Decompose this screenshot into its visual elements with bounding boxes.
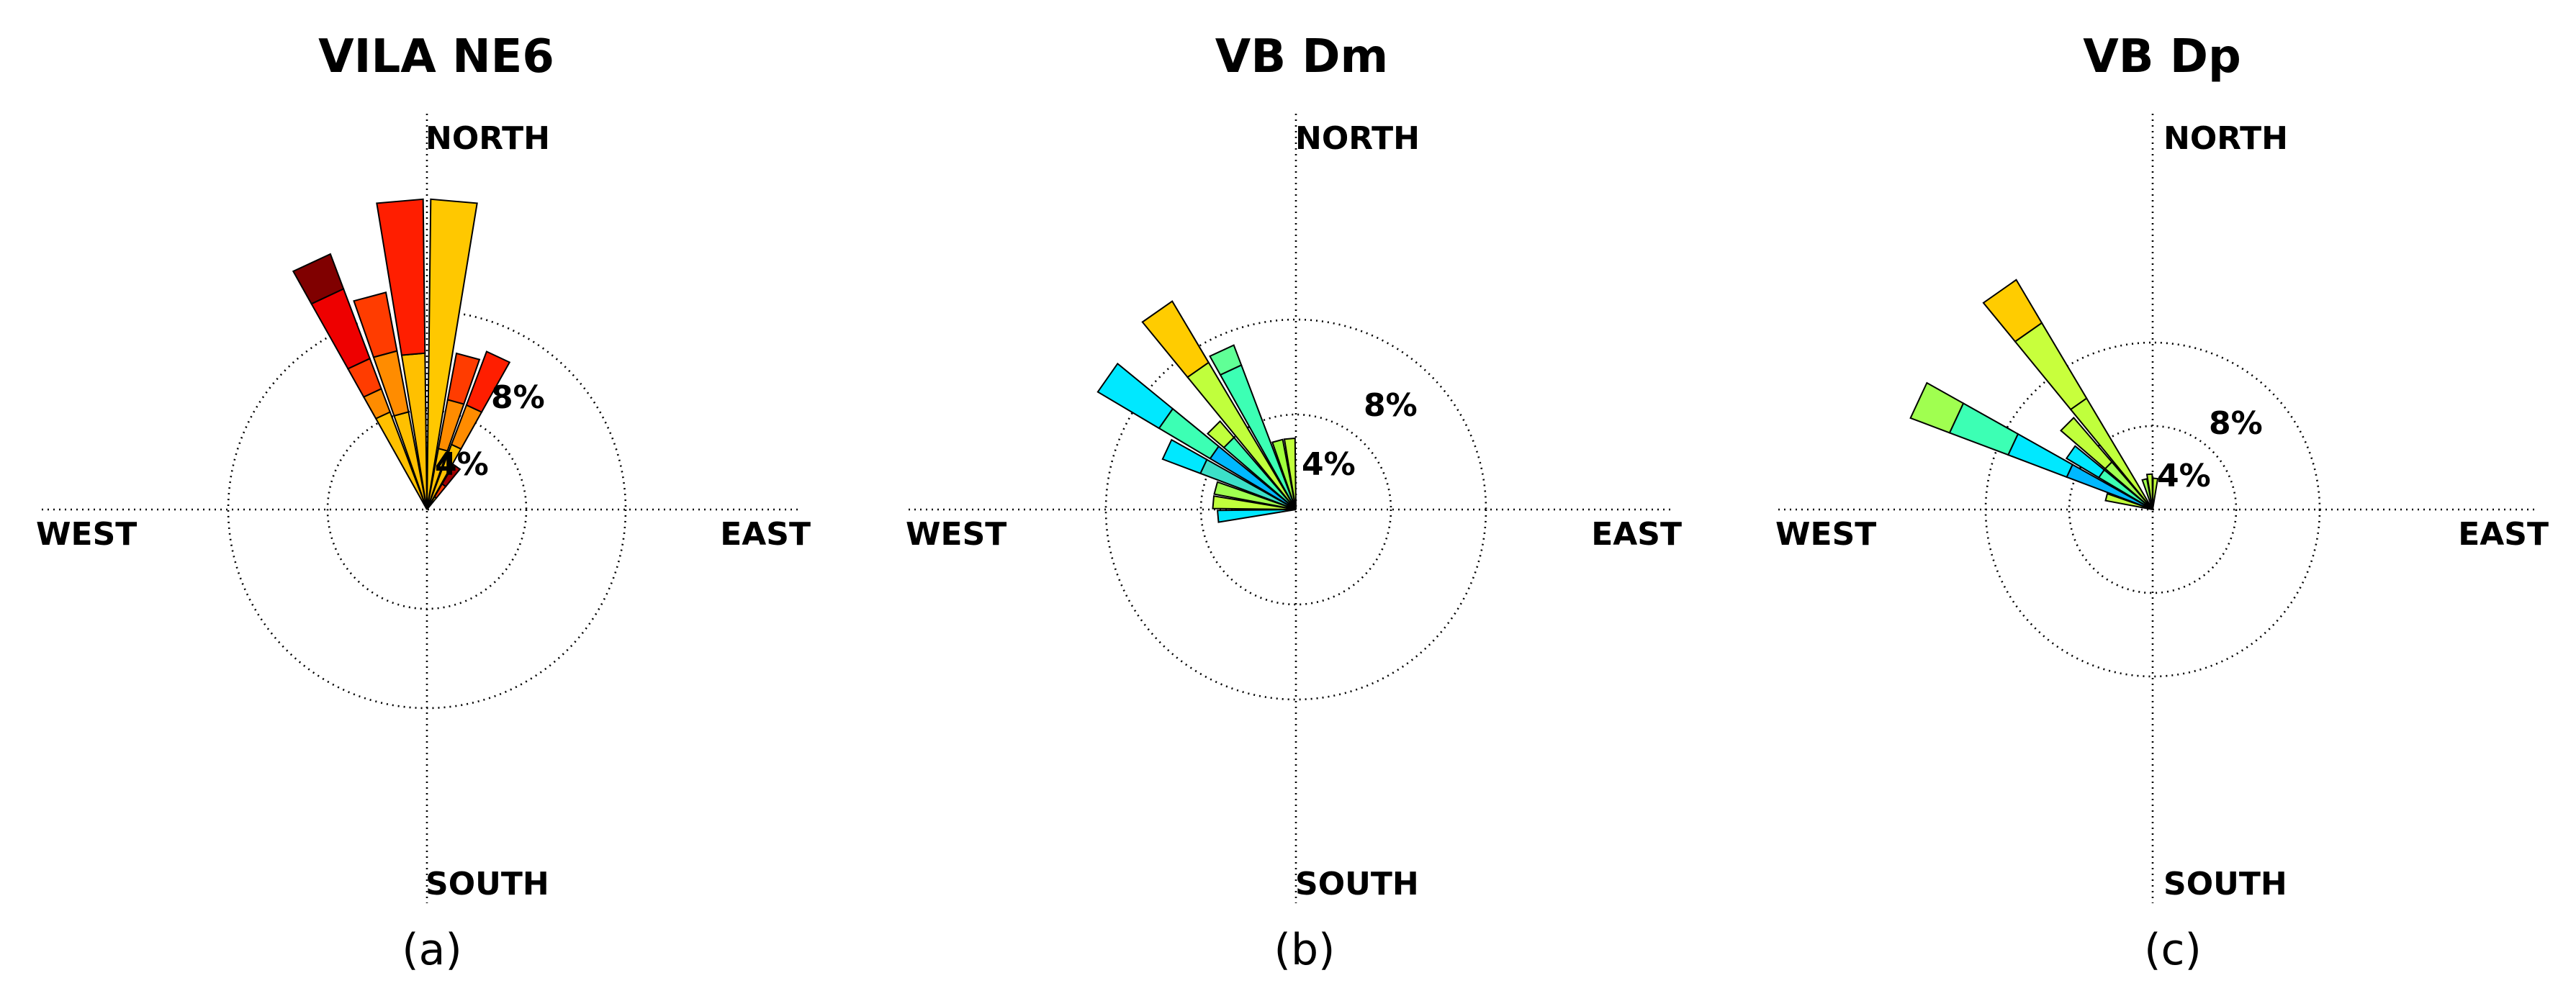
ring-8pct xyxy=(1104,318,1487,701)
petal-dir-35-seg2 xyxy=(2014,322,2088,411)
panel-caption: (c) xyxy=(2144,925,2202,975)
north-label: NORTH xyxy=(2163,120,2288,157)
windrose-panel-2: 8%4% VB Dm NORTH EAST SOUTH WEST (b) xyxy=(906,30,1682,975)
ring-label-8pct: 8% xyxy=(1364,387,1418,424)
ring-label-4pct: 4% xyxy=(2157,458,2211,494)
windrose-panel-1: 8%4% VILA NE6 NORTH EAST SOUTH WEST (a) xyxy=(36,30,811,975)
petal-dir-25-seg5 xyxy=(292,253,345,305)
petal-dir-45-seg2 xyxy=(2060,417,2113,470)
petal-dir-15-seg3 xyxy=(353,291,398,358)
ring-4pct xyxy=(326,409,528,610)
west-label: WEST xyxy=(906,516,1006,553)
north-label: NORTH xyxy=(425,120,550,157)
petal-dir-75-seg1 xyxy=(1213,481,1297,510)
petal-dir-15-seg1 xyxy=(1271,438,1297,510)
petal-dir-65-seg4 xyxy=(1909,381,1965,434)
petal-dir-65-seg2 xyxy=(2007,433,2073,479)
petal-dir-45-seg2 xyxy=(1206,420,1235,449)
south-label: SOUTH xyxy=(1295,866,1419,902)
petal-dir-55-seg2 xyxy=(2065,445,2106,479)
south-label: SOUTH xyxy=(2163,866,2287,902)
petal-dir-35-seg3 xyxy=(1982,279,2043,343)
ring-4pct xyxy=(2068,425,2238,594)
petal-dir-5-seg2 xyxy=(376,198,426,356)
petal-dir-65-seg2 xyxy=(1161,438,1208,475)
petal-dir-95-seg1 xyxy=(1217,509,1297,523)
petal-dir-35-seg2 xyxy=(1141,300,1210,379)
chart-title: VB Dp xyxy=(2083,30,2241,83)
panel-caption: (b) xyxy=(1274,925,1336,975)
chart-title: VILA NE6 xyxy=(318,30,554,83)
petal-dir5-seg1 xyxy=(2152,477,2159,510)
west-label: WEST xyxy=(1775,516,1876,553)
petal-dir-5-seg1 xyxy=(1283,437,1297,510)
ring-8pct xyxy=(227,309,627,710)
east-label: EAST xyxy=(1591,516,1682,553)
windrose-panel-3: 8% 4% VB Dp NORTH EAST SOUTH WEST (c) xyxy=(1775,30,2549,975)
petals xyxy=(1096,300,1297,523)
petal-dir-55-seg3 xyxy=(1096,362,1174,430)
ring-label-4pct: 4% xyxy=(1302,446,1356,483)
ring-8pct xyxy=(1984,341,2321,678)
west-label: WEST xyxy=(36,516,137,553)
north-label: NORTH xyxy=(1295,120,1420,157)
petals xyxy=(292,198,511,510)
petal-dir15-seg3 xyxy=(446,352,481,405)
east-label: EAST xyxy=(2458,516,2549,553)
ring-label-8pct: 8% xyxy=(491,379,545,416)
petal-dir-25-seg2 xyxy=(1209,344,1243,376)
ring-4pct xyxy=(1199,413,1392,606)
petal-dir5-seg1 xyxy=(426,198,478,510)
ring-label-8pct: 8% xyxy=(2209,405,2263,442)
east-label: EAST xyxy=(720,516,811,553)
panel-caption: (a) xyxy=(402,925,462,975)
petal-dir25-seg3 xyxy=(465,350,511,413)
south-label: SOUTH xyxy=(425,866,549,902)
ring-label-4pct: 4% xyxy=(435,446,489,483)
petal-dir35-seg3 xyxy=(441,463,461,488)
petals xyxy=(1909,279,2159,510)
chart-title: VB Dm xyxy=(1215,30,1388,83)
